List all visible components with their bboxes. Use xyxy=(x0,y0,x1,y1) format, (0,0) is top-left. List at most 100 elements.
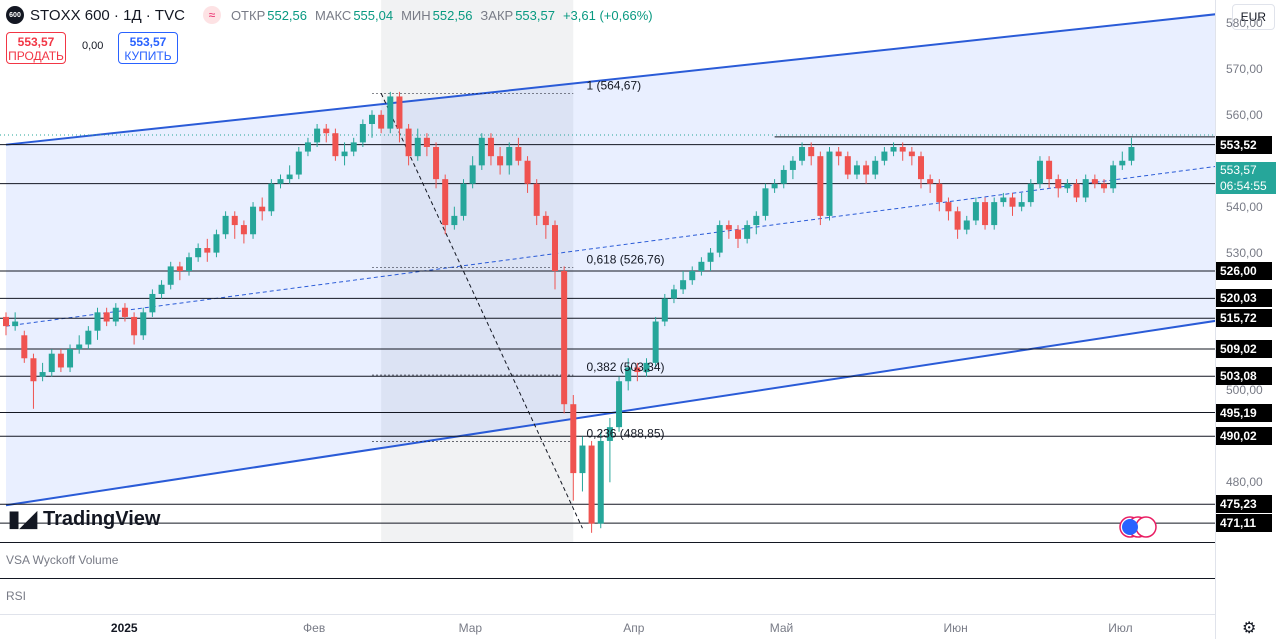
candle-body xyxy=(442,179,449,226)
candle-body xyxy=(268,183,275,212)
volume-pane-title: VSA Wyckoff Volume xyxy=(6,553,119,567)
time-axis-label: 2025 xyxy=(110,621,138,635)
candle-body xyxy=(314,128,321,143)
candle-body xyxy=(158,284,165,294)
high-value: 555,04 xyxy=(353,7,394,23)
candle-body xyxy=(478,137,485,166)
fib-trend-line xyxy=(380,93,583,529)
time-axis[interactable]: 2025ФевМарАпрМайИюнИюлАвг xyxy=(0,614,1215,640)
time-axis-label: Июн xyxy=(943,621,968,635)
level-price-label: 490,02 xyxy=(1216,427,1272,446)
candle-body xyxy=(3,316,9,327)
fib-label: 1 (564,67) xyxy=(586,78,641,92)
candle-body xyxy=(899,146,906,152)
candle-body xyxy=(1000,197,1007,203)
candle-body xyxy=(487,137,494,157)
candle-body xyxy=(670,289,677,299)
candle-body xyxy=(140,312,147,336)
last-price-label: 553,57 06:54:55 xyxy=(1216,162,1276,194)
candle-body xyxy=(753,215,760,226)
channel-median-line xyxy=(5,162,1242,327)
candle-body xyxy=(167,266,174,285)
candle-body xyxy=(1091,179,1098,184)
candle-body xyxy=(853,165,860,175)
candle-body xyxy=(186,257,192,271)
rsi-pane-title: RSI xyxy=(6,589,27,603)
level-price-label: 495,19 xyxy=(1216,403,1272,422)
candle-body xyxy=(131,316,138,336)
candle-body xyxy=(433,146,440,180)
candle-body xyxy=(85,330,92,345)
candle-body xyxy=(789,160,796,170)
candle-body xyxy=(918,156,924,180)
candle-body xyxy=(149,293,156,313)
sell-button[interactable]: 553,57 ПРОДАТЬ xyxy=(6,32,66,64)
candle-body xyxy=(112,307,119,322)
level-price-label: 503,08 xyxy=(1216,367,1272,386)
candle-body xyxy=(103,312,110,322)
time-axis-label: Май xyxy=(769,621,794,635)
candle-body xyxy=(616,381,623,428)
chart-header: 600 STOXX 600 · 1Д · TVC ≈ ОТКР 552,56 М… xyxy=(0,0,661,30)
candle-body xyxy=(771,183,778,189)
change-value: +3,61 (+0,66%) xyxy=(562,7,653,23)
candle-body xyxy=(982,202,989,226)
candle-body xyxy=(908,151,915,157)
candle-body xyxy=(972,202,979,221)
market-status-icon[interactable]: ≈ xyxy=(202,6,221,24)
candle-body xyxy=(304,142,311,152)
candle-body xyxy=(561,271,568,405)
candle-body xyxy=(67,349,74,368)
close-label: ЗАКР xyxy=(480,7,514,23)
event-flag-icon xyxy=(1122,519,1138,535)
candle-body xyxy=(634,367,641,373)
candle-body xyxy=(762,188,769,216)
symbol-title[interactable]: STOXX 600 · 1Д · TVC xyxy=(30,6,185,24)
candle-body xyxy=(780,169,787,184)
currency-selector[interactable]: EUR xyxy=(1231,4,1275,30)
fib-label: 0,618 (526,76) xyxy=(586,253,664,267)
time-axis-label: Апр xyxy=(623,621,645,635)
candle-body xyxy=(48,353,55,373)
candle-body xyxy=(286,174,293,180)
buy-price: 553,57 xyxy=(129,35,167,49)
candle-body xyxy=(579,445,586,474)
candle-body xyxy=(1046,160,1053,180)
candle-body xyxy=(414,137,421,157)
low-label: МИН xyxy=(401,7,431,23)
buy-button[interactable]: 553,57 КУПИТЬ xyxy=(118,32,178,64)
candle-body xyxy=(597,440,604,524)
candle-body xyxy=(890,146,897,152)
candle-body xyxy=(1027,183,1034,203)
time-axis-label: Июл xyxy=(1108,621,1133,635)
candle-body xyxy=(542,215,549,226)
chart-canvas[interactable]: 1 (564,67) 0,618 (526,76) 0,382 (503,34) 0,… xyxy=(0,0,1242,542)
price-tick-label: 500,00 xyxy=(1226,383,1263,398)
low-value: 552,56 xyxy=(432,7,473,23)
branding-text: TradingView xyxy=(43,507,161,530)
candle-body xyxy=(204,248,211,253)
price-tick-label: 580,00 xyxy=(1226,15,1263,30)
volume-pane[interactable]: VSA Wyckoff Volume xyxy=(0,542,1215,579)
price-axis[interactable]: EUR 580,00 570,00 560,00 540,00 530,00 500,00… xyxy=(1215,0,1280,639)
candle-body xyxy=(725,225,732,230)
candle-body xyxy=(1101,183,1107,189)
candle-body xyxy=(295,151,302,175)
settings-gear-icon[interactable]: ⚙ xyxy=(1242,620,1257,637)
candle-body xyxy=(1009,197,1016,207)
candle-body xyxy=(277,179,284,184)
time-axis-label: Фев xyxy=(303,621,326,635)
candle-body xyxy=(1110,165,1117,189)
price-tick-label: 480,00 xyxy=(1226,475,1263,490)
candle-body xyxy=(945,202,952,212)
open-value: 552,56 xyxy=(267,7,307,23)
candle-body xyxy=(707,252,714,262)
price-chart[interactable]: 1 (564,67) 0,618 (526,76) 0,382 (503,34) 0,… xyxy=(0,0,1242,542)
spread-value: 0,00 xyxy=(82,40,104,52)
candle-body xyxy=(844,156,851,175)
candle-body xyxy=(350,142,357,152)
time-axis-label: Мар xyxy=(458,621,483,635)
candle-body xyxy=(533,183,540,216)
rsi-pane[interactable]: RSI xyxy=(0,578,1215,615)
candle-body xyxy=(57,353,64,368)
